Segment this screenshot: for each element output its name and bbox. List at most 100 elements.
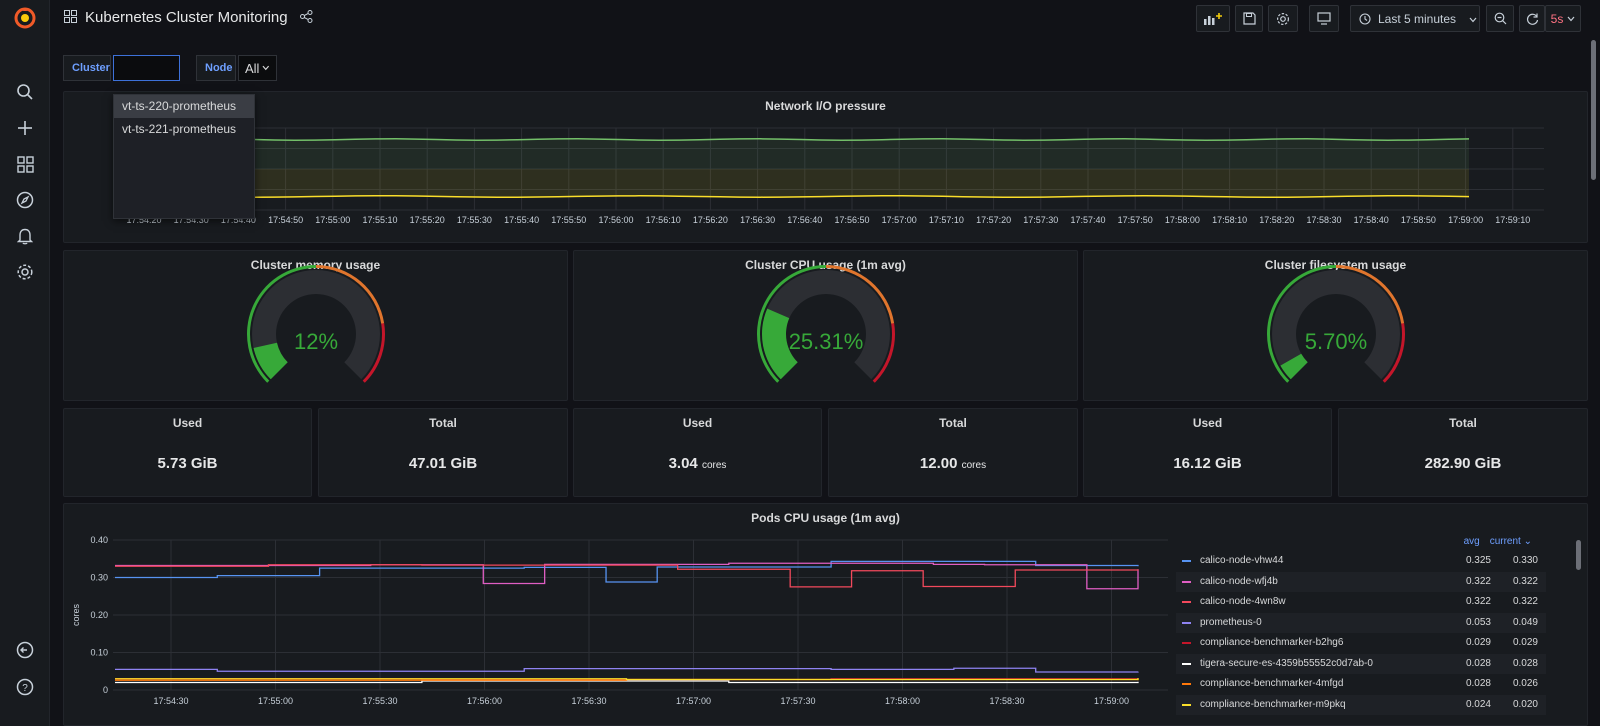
gauge-title[interactable]: Cluster CPU usage (1m avg): [745, 258, 906, 272]
stat-label[interactable]: Total: [1449, 416, 1477, 430]
dashboard-title[interactable]: Kubernetes Cluster Monitoring: [85, 9, 288, 26]
legend-series-name[interactable]: compliance-benchmarker-4mfgd: [1200, 678, 1344, 689]
zoom-out-button[interactable]: [1486, 5, 1514, 32]
x-tick-label: 17:56:40: [787, 215, 822, 225]
legend-current-value: 0.029: [1512, 637, 1538, 648]
legend-avg-header[interactable]: avg: [1463, 536, 1480, 547]
share-icon[interactable]: [299, 9, 313, 26]
legend-avg-value: 0.028: [1465, 657, 1491, 669]
pods-cpu-graph[interactable]: 0.40 0.30 0.20 0.10 0 cores 17:54:30 17:55:00 17…: [64, 504, 1174, 726]
legend-series-name[interactable]: tigera-secure-es-4359b55552c0d7ab-0: [1200, 657, 1373, 669]
legend-series-name[interactable]: prometheus-0: [1200, 616, 1262, 628]
stat-value: 3.04 cores: [668, 455, 727, 472]
threshold-red-band: [362, 323, 385, 383]
x-tick-label: 17:54:20: [126, 215, 161, 225]
y-tick-label: 0: [103, 685, 108, 695]
stat-label[interactable]: Total: [429, 416, 457, 430]
help-icon[interactable]: ?: [13, 675, 37, 699]
legend-series-name[interactable]: calico-node-wfj4b: [1200, 575, 1278, 587]
legend-row[interactable]: calico-node-wfj4b 0.322 0.322: [1176, 571, 1546, 592]
legend-row[interactable]: calico-node-vhw44 0.325 0.330: [1176, 551, 1546, 571]
filesystem-gauge: 5.70%: [1267, 265, 1405, 383]
legend-color-swatch: [1182, 621, 1191, 624]
pods-cpu-panel-title[interactable]: Pods CPU usage (1m avg): [751, 511, 900, 525]
legend-series-name[interactable]: compliance-benchmarker-b2hg6: [1200, 637, 1344, 648]
x-tick-label: 17:59:10: [1495, 215, 1530, 225]
sign-out-icon[interactable]: [13, 638, 37, 662]
stat-value: 5.73 GiB: [157, 455, 218, 472]
legend-row[interactable]: calico-node-4wn8w 0.322 0.322: [1176, 592, 1546, 612]
legend-avg-value: 0.029: [1465, 637, 1491, 648]
stat-label[interactable]: Used: [172, 416, 203, 430]
legend-series-name[interactable]: calico-node-4wn8w: [1200, 596, 1286, 607]
memory-total-stat: Total 47.01 GiB: [318, 408, 568, 497]
x-tick-label: 17:54:30: [174, 215, 209, 225]
legend-current-value: 0.322: [1512, 596, 1538, 607]
refresh-button[interactable]: [1519, 5, 1545, 32]
legend-current-value: 0.330: [1512, 555, 1538, 566]
legend-series-name[interactable]: compliance-benchmarker-m9pkq: [1200, 698, 1346, 710]
cluster-option[interactable]: vt-ts-221-prometheus: [122, 122, 237, 136]
network-io-panel-title[interactable]: Network I/O pressure: [765, 99, 886, 113]
network-io-graph[interactable]: 5.0 MBs2.5 MBs0 Bs-2.5 MBs-5.0 MBs17:54:…: [64, 92, 1589, 244]
node-variable-select[interactable]: All: [238, 55, 277, 81]
gauge-title[interactable]: Cluster filesystem usage: [1264, 258, 1407, 272]
refresh-interval-picker[interactable]: 5s: [1545, 5, 1581, 32]
stat-label[interactable]: Used: [1192, 416, 1223, 430]
legend-row[interactable]: compliance-benchmarker-4mfgd 0.028 0.026: [1176, 674, 1546, 694]
x-tick-label: 17:56:50: [834, 215, 869, 225]
grafana-logo-icon[interactable]: [13, 6, 37, 30]
save-dashboard-button[interactable]: [1235, 5, 1263, 32]
x-tick-label: 17:57:40: [1070, 215, 1105, 225]
legend-avg-value: 0.325: [1465, 555, 1491, 566]
page-scrollbar-thumb[interactable]: [1591, 40, 1596, 180]
page-scrollbar[interactable]: [1590, 40, 1598, 726]
memory-gauge-panel: Cluster memory usage 12%: [63, 250, 568, 401]
sidebar: ?: [0, 0, 50, 726]
x-tick-label: 17:58:30: [989, 696, 1024, 706]
legend-row[interactable]: prometheus-0 0.053 0.049: [1176, 612, 1546, 633]
x-tick-label: 17:57:10: [929, 215, 964, 225]
search-icon[interactable]: [13, 80, 37, 104]
cluster-option[interactable]: vt-ts-220-prometheus: [114, 95, 254, 118]
x-tick-label: 17:55:50: [551, 215, 586, 225]
memory-gauge: 12%: [247, 265, 385, 383]
legend-scrollbar[interactable]: [1575, 540, 1583, 725]
legend-current-header[interactable]: current ⌄: [1489, 536, 1532, 547]
stat-label[interactable]: Total: [939, 416, 967, 430]
dashboards-icon[interactable]: [13, 152, 37, 176]
dashboard-settings-button[interactable]: [1268, 5, 1298, 32]
legend-series-name[interactable]: calico-node-vhw44: [1200, 555, 1284, 566]
alerting-bell-icon[interactable]: [13, 224, 37, 248]
explore-compass-icon[interactable]: [13, 188, 37, 212]
pod-series-line: [115, 564, 1139, 588]
x-tick-label: 17:56:00: [467, 696, 502, 706]
cluster-variable-input[interactable]: [113, 55, 180, 81]
stat-label[interactable]: Used: [682, 416, 713, 430]
node-variable-value: All: [245, 60, 260, 76]
legend-row[interactable]: compliance-benchmarker-b2hg6 0.029 0.029: [1176, 633, 1546, 653]
x-tick-label: 17:55:40: [504, 215, 539, 225]
received-series-line: [253, 138, 1470, 141]
legend-avg-value: 0.028: [1465, 678, 1491, 689]
time-range-picker[interactable]: Last 5 minutes: [1350, 5, 1480, 32]
x-tick-label: 17:55:30: [362, 696, 397, 706]
legend-row[interactable]: tigera-secure-es-4359b55552c0d7ab-0 0.028…: [1176, 653, 1546, 674]
legend-row[interactable]: compliance-benchmarker-m9pkq 0.024 0.020: [1176, 694, 1546, 715]
network-io-panel: Network I/O pressure 5.0 MBs2.5 MBs0 Bs-…: [63, 91, 1588, 243]
legend-avg-value: 0.322: [1465, 596, 1491, 607]
gauge-value-arc: [253, 342, 288, 380]
gauge-value-text: 5.70%: [1305, 329, 1367, 354]
threshold-orange-band: [1336, 265, 1405, 324]
top-bar: Kubernetes Cluster Monitoring Last 5 min…: [50, 0, 1600, 38]
settings-gear-icon[interactable]: [13, 260, 37, 284]
gauge-title[interactable]: Cluster memory usage: [250, 258, 381, 272]
plus-icon[interactable]: [13, 116, 37, 140]
add-panel-button[interactable]: [1196, 5, 1230, 32]
x-tick-label: 17:55:00: [315, 215, 350, 225]
threshold-orange-band: [316, 265, 385, 324]
x-tick-label: 17:56:10: [646, 215, 681, 225]
legend-scrollbar-thumb[interactable]: [1576, 540, 1581, 570]
threshold-red-band: [872, 323, 895, 383]
tv-mode-button[interactable]: [1309, 5, 1339, 32]
